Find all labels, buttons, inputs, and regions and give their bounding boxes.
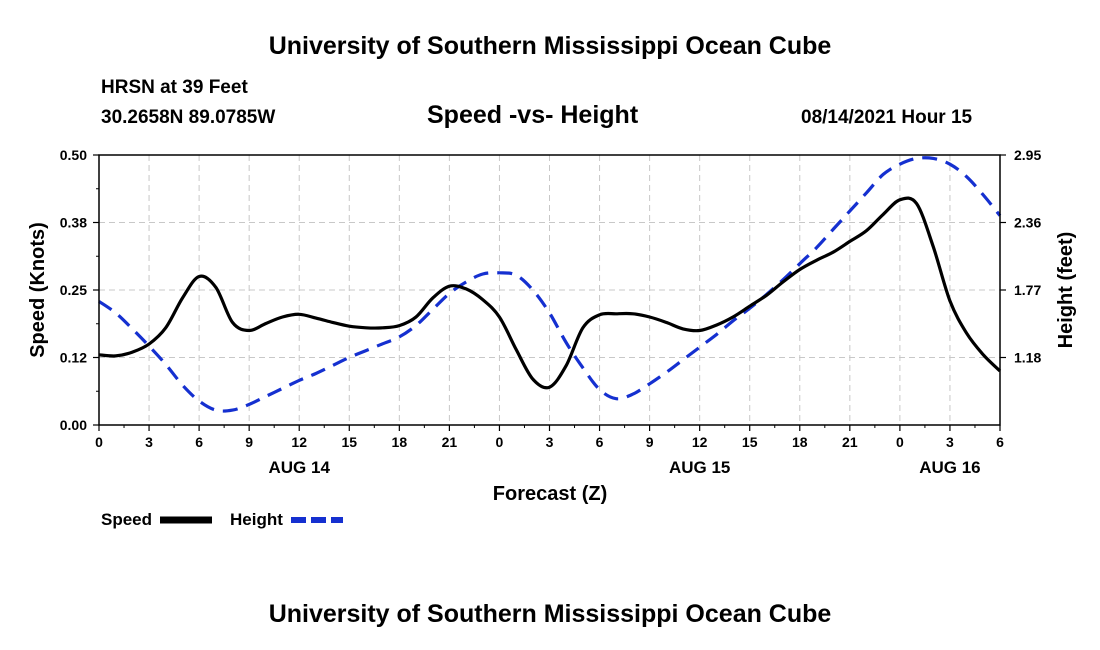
station-label: HRSN at 39 Feet [101,77,248,98]
y-left-tick-label: 0.00 [60,417,87,433]
day-label: AUG 16 [919,458,980,477]
page-title-top: University of Southern Mississippi Ocean… [268,32,832,60]
y-right-tick-label: 1.18 [1014,350,1041,366]
axis-ticks [93,154,1006,431]
x-tick-label: 15 [341,434,357,450]
x-tick-label: 12 [291,434,307,450]
chart-subtitle: Speed -vs- Height [427,101,639,129]
y-right-tick-label: 1.77 [1014,282,1041,298]
series-lines [98,156,1002,413]
tick-labels: 0 3 6 9 12 15 18 21 0 3 6 9 12 15 18 21 0 3 6 AUG 14 AUG 15 A… [27,147,1077,505]
series-height-line [98,156,1002,413]
legend-height-label: Height [230,510,283,529]
x-tick-label: 0 [95,434,103,450]
x-axis-title: Forecast (Z) [493,483,607,505]
y-left-tick-label: 0.12 [60,350,87,366]
x-tick-label: 21 [842,434,858,450]
x-tick-label: 21 [442,434,458,450]
x-tick-label: 6 [996,434,1004,450]
x-tick-label: 0 [496,434,504,450]
x-tick-label: 3 [546,434,554,450]
y-right-axis-title: Height (feet) [1055,232,1077,349]
x-tick-label: 6 [596,434,604,450]
y-left-axis-title: Speed (Knots) [27,222,49,358]
x-tick-label: 18 [792,434,808,450]
page-title-bottom: University of Southern Mississippi Ocean… [268,600,832,628]
y-right-tick-label: 2.95 [1014,147,1041,163]
coordinates-label: 30.2658N 89.0785W [101,107,276,128]
x-tick-label: 9 [646,434,654,450]
y-right-tick-label: 2.36 [1014,215,1041,231]
x-tick-label: 6 [195,434,203,450]
legend: Speed Height [101,510,343,529]
y-left-tick-label: 0.50 [60,147,87,163]
y-left-tick-label: 0.38 [60,215,87,231]
datetime-label: 08/14/2021 Hour 15 [801,107,973,128]
day-label: AUG 14 [269,458,331,477]
x-tick-label: 3 [145,434,153,450]
x-tick-label: 0 [896,434,904,450]
x-tick-label: 9 [245,434,253,450]
day-label: AUG 15 [669,458,730,477]
x-tick-label: 12 [692,434,708,450]
x-tick-label: 18 [392,434,408,450]
x-tick-label: 3 [946,434,954,450]
x-tick-label: 15 [742,434,758,450]
series-speed-line [98,196,1002,390]
legend-speed-label: Speed [101,510,152,529]
y-left-tick-label: 0.25 [60,282,87,298]
